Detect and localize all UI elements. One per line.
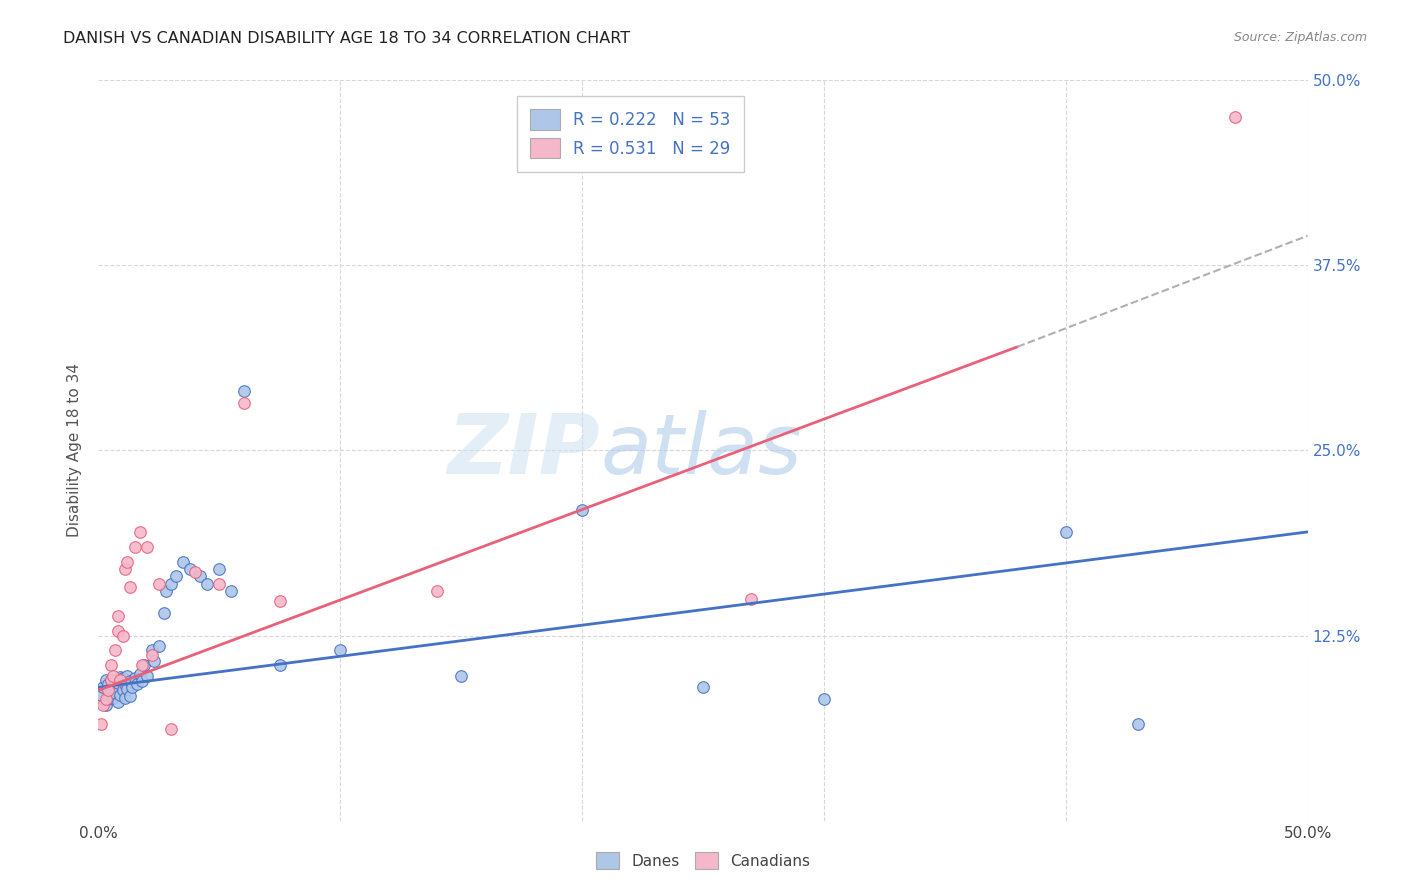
Point (160, 722, 183, 736)
Point (329, 643, 352, 657)
Point (692, 681, 714, 695)
Point (100, 658, 122, 673)
Point (1054, 524, 1077, 539)
Point (121, 681, 143, 695)
Point (160, 576, 183, 591)
Point (179, 562, 201, 576)
Point (111, 683, 134, 698)
Point (114, 677, 136, 691)
Point (91, 681, 114, 695)
Point (97, 677, 120, 691)
Point (269, 594, 291, 608)
Point (100, 673, 122, 687)
Point (141, 643, 163, 657)
Point (107, 695, 129, 709)
Point (165, 569, 187, 583)
Point (94, 692, 117, 706)
Point (94, 698, 117, 713)
Text: DANISH VS CANADIAN DISABILITY AGE 18 TO 34 CORRELATION CHART: DANISH VS CANADIAN DISABILITY AGE 18 TO … (63, 31, 630, 46)
Point (208, 562, 231, 576)
Point (118, 580, 141, 594)
Point (118, 674, 141, 689)
Point (100, 683, 122, 698)
Point (104, 643, 127, 657)
Point (134, 658, 156, 673)
Point (108, 670, 131, 684)
Point (94, 673, 117, 687)
Point (124, 672, 146, 686)
Point (131, 674, 153, 689)
Point (91, 698, 114, 713)
Text: ZIP: ZIP (447, 410, 600, 491)
Point (141, 648, 163, 662)
Point (172, 555, 194, 569)
Point (124, 540, 146, 554)
Y-axis label: Disability Age 18 to 34: Disability Age 18 to 34 (67, 363, 83, 538)
Point (117, 681, 139, 696)
Point (128, 524, 150, 539)
Point (118, 690, 141, 704)
Point (221, 584, 243, 599)
Point (571, 502, 593, 516)
Point (195, 576, 218, 591)
Point (90, 717, 112, 731)
Point (101, 668, 124, 682)
Point (188, 569, 211, 583)
Point (104, 686, 127, 700)
Point (104, 674, 127, 689)
Point (117, 668, 139, 682)
Point (426, 584, 449, 599)
Point (813, 692, 835, 706)
Text: Source: ZipAtlas.com: Source: ZipAtlas.com (1233, 31, 1367, 45)
Legend: R = 0.222   N = 53, R = 0.531   N = 29: R = 0.222 N = 53, R = 0.531 N = 29 (517, 96, 744, 171)
Point (114, 562, 136, 576)
Point (1128, 717, 1150, 731)
Point (152, 607, 174, 621)
Point (232, 396, 254, 410)
Point (108, 688, 131, 702)
Point (135, 540, 157, 554)
Point (232, 384, 254, 399)
Point (740, 591, 762, 606)
Point (101, 690, 124, 705)
Point (107, 624, 129, 639)
Point (143, 654, 166, 668)
Point (100, 673, 122, 687)
Point (101, 679, 124, 693)
Point (97, 683, 120, 698)
Point (108, 673, 131, 687)
Point (135, 668, 157, 682)
Point (148, 639, 170, 653)
Legend: Danes, Canadians: Danes, Canadians (591, 846, 815, 875)
Point (127, 677, 149, 691)
Point (184, 565, 207, 579)
Point (90, 688, 112, 702)
Point (97, 692, 120, 706)
Point (148, 576, 170, 591)
Point (117, 555, 139, 569)
Point (269, 658, 291, 673)
Point (111, 628, 134, 642)
Point (1223, 111, 1246, 125)
Point (107, 676, 129, 690)
Point (450, 668, 472, 682)
Point (107, 609, 129, 624)
Point (128, 667, 150, 681)
Point (131, 658, 153, 673)
Text: atlas: atlas (600, 410, 801, 491)
Point (208, 576, 231, 591)
Point (114, 690, 136, 705)
Point (111, 672, 134, 686)
Point (155, 584, 177, 599)
